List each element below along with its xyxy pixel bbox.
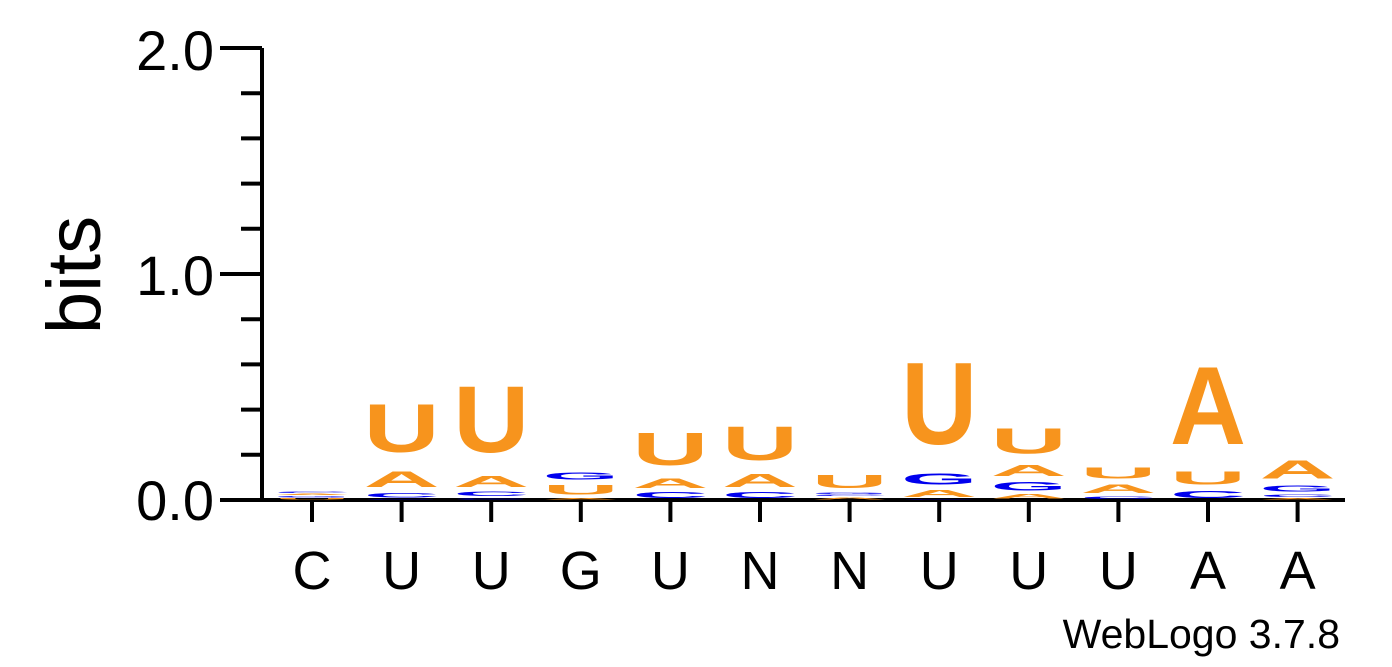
logo-letter-2-a-3: A <box>364 467 440 492</box>
logo-letter-5-a-2: A <box>632 475 708 491</box>
logo-letter-4-a-1: A <box>543 498 619 500</box>
y-axis-ticks <box>220 46 262 502</box>
y-tick-label-middle: 1.0 <box>136 244 214 307</box>
x-tick-label-12: A <box>1280 541 1316 601</box>
logo-letter-3-c-1: C <box>453 499 529 500</box>
logo-letter-9-g-2: G <box>991 480 1067 494</box>
logo-stack-position-11: CUA <box>1170 343 1246 500</box>
logo-stack-position-6: CAU <box>722 417 798 500</box>
y-tick-label-bottom: 0.0 <box>136 469 214 532</box>
logo-letter-8-g-3: G <box>901 470 977 488</box>
logo-letter-7-a-1: A <box>812 497 888 500</box>
x-tick-label-4: G <box>560 541 602 601</box>
logo-letter-3-u-5: U <box>453 367 529 473</box>
logo-letter-2-c-2: C <box>364 492 440 499</box>
x-tick-label-9: U <box>1009 541 1048 601</box>
logo-letter-6-u-3: U <box>722 417 798 471</box>
logo-letter-8-c-1: C <box>901 499 977 500</box>
logo-letter-7-u-4: U <box>812 472 888 492</box>
logo-letter-9-a-1: A <box>991 493 1067 500</box>
logo-stacks: UGACGCAUCGCAUAUGCAUCAUACGUCAGUAGAUCAUCUA… <box>274 338 1336 500</box>
x-tick-label-10: U <box>1099 541 1138 601</box>
logo-letter-3-g-2: G <box>453 497 529 498</box>
logo-letter-12-c-2: C <box>1260 493 1336 497</box>
y-axis: 2.0 1.0 0.0 bits <box>32 19 264 532</box>
logo-letter-10-u-3: U <box>1080 464 1156 482</box>
logo-letter-9-u-4: U <box>991 421 1067 462</box>
logo-letter-1-a-3: A <box>274 493 350 495</box>
y-axis-tick-labels: 2.0 1.0 0.0 <box>136 19 214 532</box>
logo-letter-2-u-4: U <box>364 390 440 466</box>
logo-letter-6-a-2: A <box>722 471 798 491</box>
x-tick-label-11: A <box>1190 541 1226 601</box>
weblogo-version-label: WebLogo 3.7.8 <box>1063 611 1340 657</box>
logo-stack-position-10: CAU <box>1080 464 1156 500</box>
logo-letter-7-c-2: C <box>812 494 888 496</box>
logo-stack-position-4: AUG <box>543 471 619 500</box>
logo-letter-5-c-1: C <box>632 491 708 500</box>
logo-letter-9-a-3: A <box>991 462 1067 480</box>
x-tick-label-5: U <box>651 541 690 601</box>
logo-letter-11-c-1: C <box>1170 489 1246 500</box>
x-tick-label-3: U <box>472 541 511 601</box>
logo-letter-1-c-4: C <box>274 491 350 493</box>
logo-letter-4-u-2: U <box>543 482 619 498</box>
logo-letter-4-g-3: G <box>543 471 619 482</box>
logo-letter-3-c-3: C <box>453 491 529 498</box>
logo-letter-11-u-2: U <box>1170 469 1246 489</box>
logo-letter-10-a-2: A <box>1080 482 1156 496</box>
logo-letter-12-a-1: A <box>1260 498 1336 500</box>
logo-letter-2-g-1: G <box>364 499 440 500</box>
logo-letter-1-g-2: G <box>274 495 350 497</box>
x-tick-label-2: U <box>382 541 421 601</box>
logo-letter-3-a-4: A <box>453 473 529 491</box>
logo-letter-8-a-2: A <box>901 488 977 499</box>
logo-letter-1-u-1: U <box>274 498 350 500</box>
x-tick-label-8: U <box>920 541 959 601</box>
logo-stack-position-5: CAU <box>632 423 708 500</box>
logo-letter-8-u-4: U <box>901 338 977 469</box>
logo-letter-6-c-1: C <box>722 491 798 500</box>
x-tick-label-7: N <box>830 541 869 601</box>
x-tick-label-6: N <box>741 541 780 601</box>
logo-letter-10-c-1: C <box>1080 495 1156 499</box>
x-axis-ticks <box>310 500 1300 522</box>
x-tick-label-1: C <box>293 541 332 601</box>
y-axis-label: bits <box>32 216 117 334</box>
logo-letter-12-g-3: G <box>1260 484 1336 493</box>
logo-letter-7-g-3: G <box>812 492 888 494</box>
y-tick-label-top: 2.0 <box>136 19 214 82</box>
logo-letter-12-a-4: A <box>1260 455 1336 484</box>
logo-letter-5-u-3: U <box>632 423 708 475</box>
logo-letter-11-a-3: A <box>1170 343 1246 467</box>
